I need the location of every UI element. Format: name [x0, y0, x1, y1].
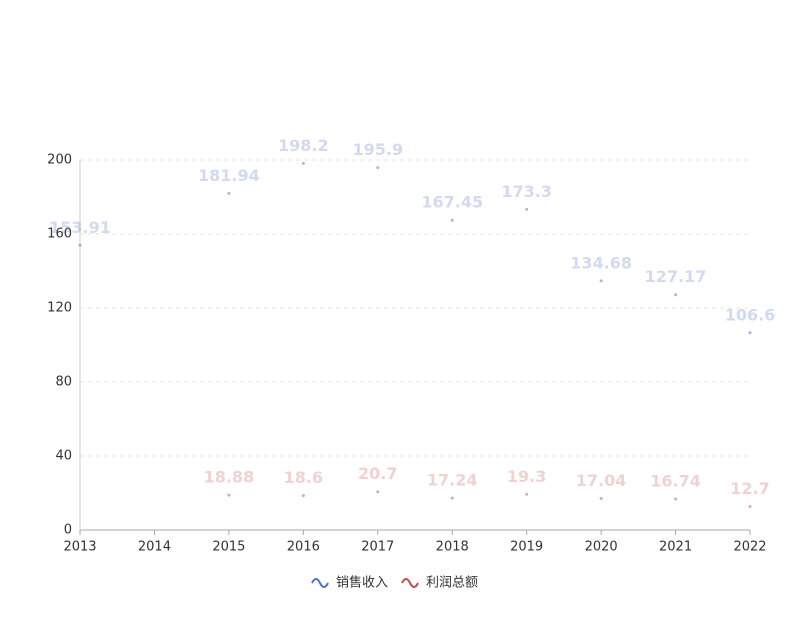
point [227, 191, 231, 195]
point [674, 293, 678, 297]
data-label: 106.6 [725, 305, 776, 324]
point [748, 505, 752, 509]
data-label: 19.3 [507, 467, 546, 486]
point [599, 279, 603, 283]
x-tick-label: 2015 [212, 540, 245, 555]
data-label: 167.45 [421, 193, 483, 212]
x-tick-label: 2013 [63, 540, 96, 555]
data-label: 16.74 [650, 472, 701, 491]
data-label: 198.2 [278, 136, 329, 155]
data-label: 12.7 [730, 479, 769, 498]
legend-label: 利润总额 [426, 576, 478, 591]
x-tick-label: 2014 [138, 540, 171, 555]
data-label: 18.6 [284, 468, 323, 487]
point [301, 494, 305, 498]
data-label: 173.3 [501, 182, 552, 201]
data-label: 195.9 [352, 140, 403, 159]
x-tick-label: 2017 [361, 540, 394, 555]
legend-icon [311, 578, 329, 588]
legend-label: 销售收入 [336, 575, 388, 591]
point [748, 331, 752, 335]
data-label: 17.24 [427, 471, 478, 490]
x-tick-label: 2018 [436, 540, 469, 555]
legend-icon [401, 578, 419, 588]
point [227, 493, 231, 497]
point [78, 243, 82, 247]
y-tick-label: 120 [47, 301, 72, 316]
point [525, 492, 529, 496]
x-tick-label: 2016 [287, 540, 320, 555]
y-tick-label: 80 [55, 375, 72, 390]
data-label: 153.91 [49, 218, 111, 237]
legend-item[interactable]: 销售收入 [311, 575, 388, 591]
data-label: 134.68 [570, 253, 632, 272]
y-tick-label: 200 [47, 153, 72, 168]
data-label: 181.94 [198, 166, 260, 185]
data-label: 127.17 [645, 267, 707, 286]
y-tick-label: 40 [55, 449, 72, 464]
data-label: 18.88 [204, 468, 255, 487]
point [376, 490, 380, 494]
point [450, 496, 454, 500]
x-tick-label: 2021 [659, 540, 692, 555]
point [450, 218, 454, 222]
point [376, 166, 380, 170]
x-tick-label: 2020 [585, 540, 618, 555]
point [301, 161, 305, 165]
x-tick-label: 2022 [733, 540, 766, 555]
legend-item[interactable]: 利润总额 [401, 576, 478, 591]
point [599, 496, 603, 500]
data-label: 17.04 [576, 471, 627, 490]
y-tick-label: 160 [47, 227, 72, 242]
y-tick-label: 0 [64, 523, 72, 538]
x-tick-label: 2019 [510, 540, 543, 555]
point [525, 207, 529, 211]
point [674, 497, 678, 501]
data-label: 20.7 [358, 464, 397, 483]
